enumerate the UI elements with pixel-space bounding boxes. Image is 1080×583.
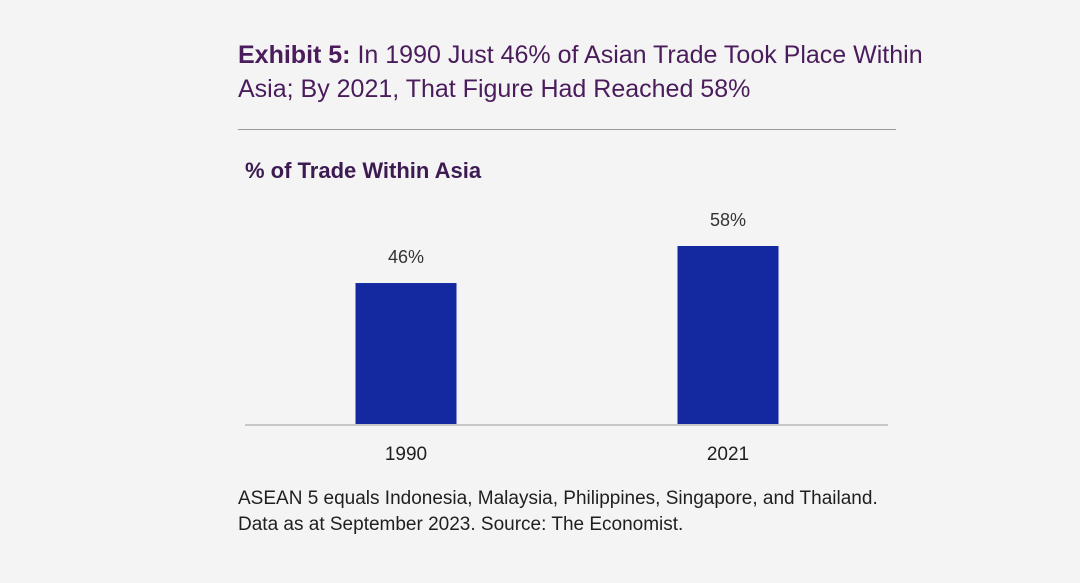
data-label-2021: 58% <box>710 210 746 230</box>
exhibit-label: Exhibit 5: <box>238 41 351 69</box>
title-divider <box>238 129 896 130</box>
bar-1990 <box>355 283 457 425</box>
x-tick-label-1990: 1990 <box>385 444 427 465</box>
exhibit-headline: In 1990 Just 46% of Asian Trade Took Pla… <box>238 41 923 103</box>
data-label-1990: 46% <box>388 247 424 267</box>
x-tick-label-2021: 2021 <box>707 444 749 465</box>
source-footnote: ASEAN 5 equals Indonesia, Malaysia, Phil… <box>238 488 878 535</box>
exhibit-title: Exhibit 5: In 1990 Just 46% of Asian Tra… <box>238 38 938 106</box>
chart-title: % of Trade Within Asia <box>245 158 482 183</box>
bar-2021 <box>677 246 779 425</box>
